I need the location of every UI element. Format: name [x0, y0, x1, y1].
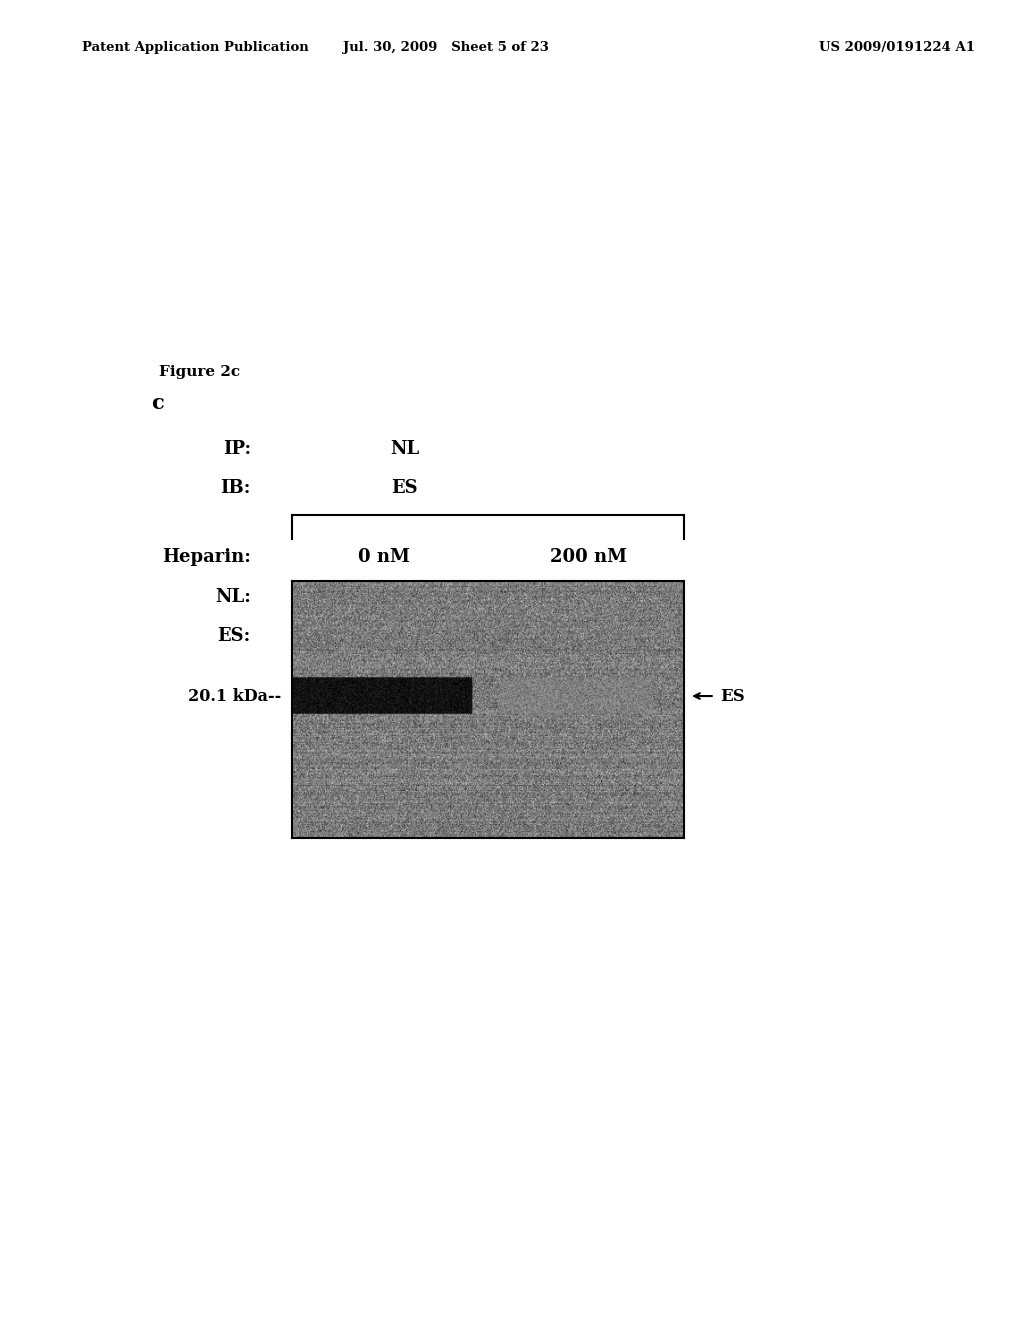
- Text: US 2009/0191224 A1: US 2009/0191224 A1: [819, 41, 975, 54]
- Text: IP:: IP:: [223, 440, 251, 458]
- Text: ES:: ES:: [218, 627, 251, 645]
- Text: ES: ES: [720, 688, 744, 705]
- Text: 20 nM: 20 nM: [352, 627, 416, 645]
- Text: ES: ES: [391, 479, 418, 498]
- Text: Heparin:: Heparin:: [162, 548, 251, 566]
- Text: IB:: IB:: [220, 479, 251, 498]
- Text: NL: NL: [390, 440, 419, 458]
- Text: Patent Application Publication: Patent Application Publication: [82, 41, 308, 54]
- Text: Figure 2c: Figure 2c: [159, 366, 240, 379]
- Text: 20 nM: 20 nM: [557, 587, 621, 606]
- Text: c: c: [152, 392, 164, 413]
- Text: 20 nM: 20 nM: [352, 587, 416, 606]
- Text: 20.1 kDa--: 20.1 kDa--: [188, 688, 282, 705]
- Text: NL:: NL:: [215, 587, 251, 606]
- Text: 0 nM: 0 nM: [358, 548, 410, 566]
- Text: 200 nM: 200 nM: [550, 548, 628, 566]
- Text: 20 nM: 20 nM: [557, 627, 621, 645]
- Text: Jul. 30, 2009   Sheet 5 of 23: Jul. 30, 2009 Sheet 5 of 23: [342, 41, 549, 54]
